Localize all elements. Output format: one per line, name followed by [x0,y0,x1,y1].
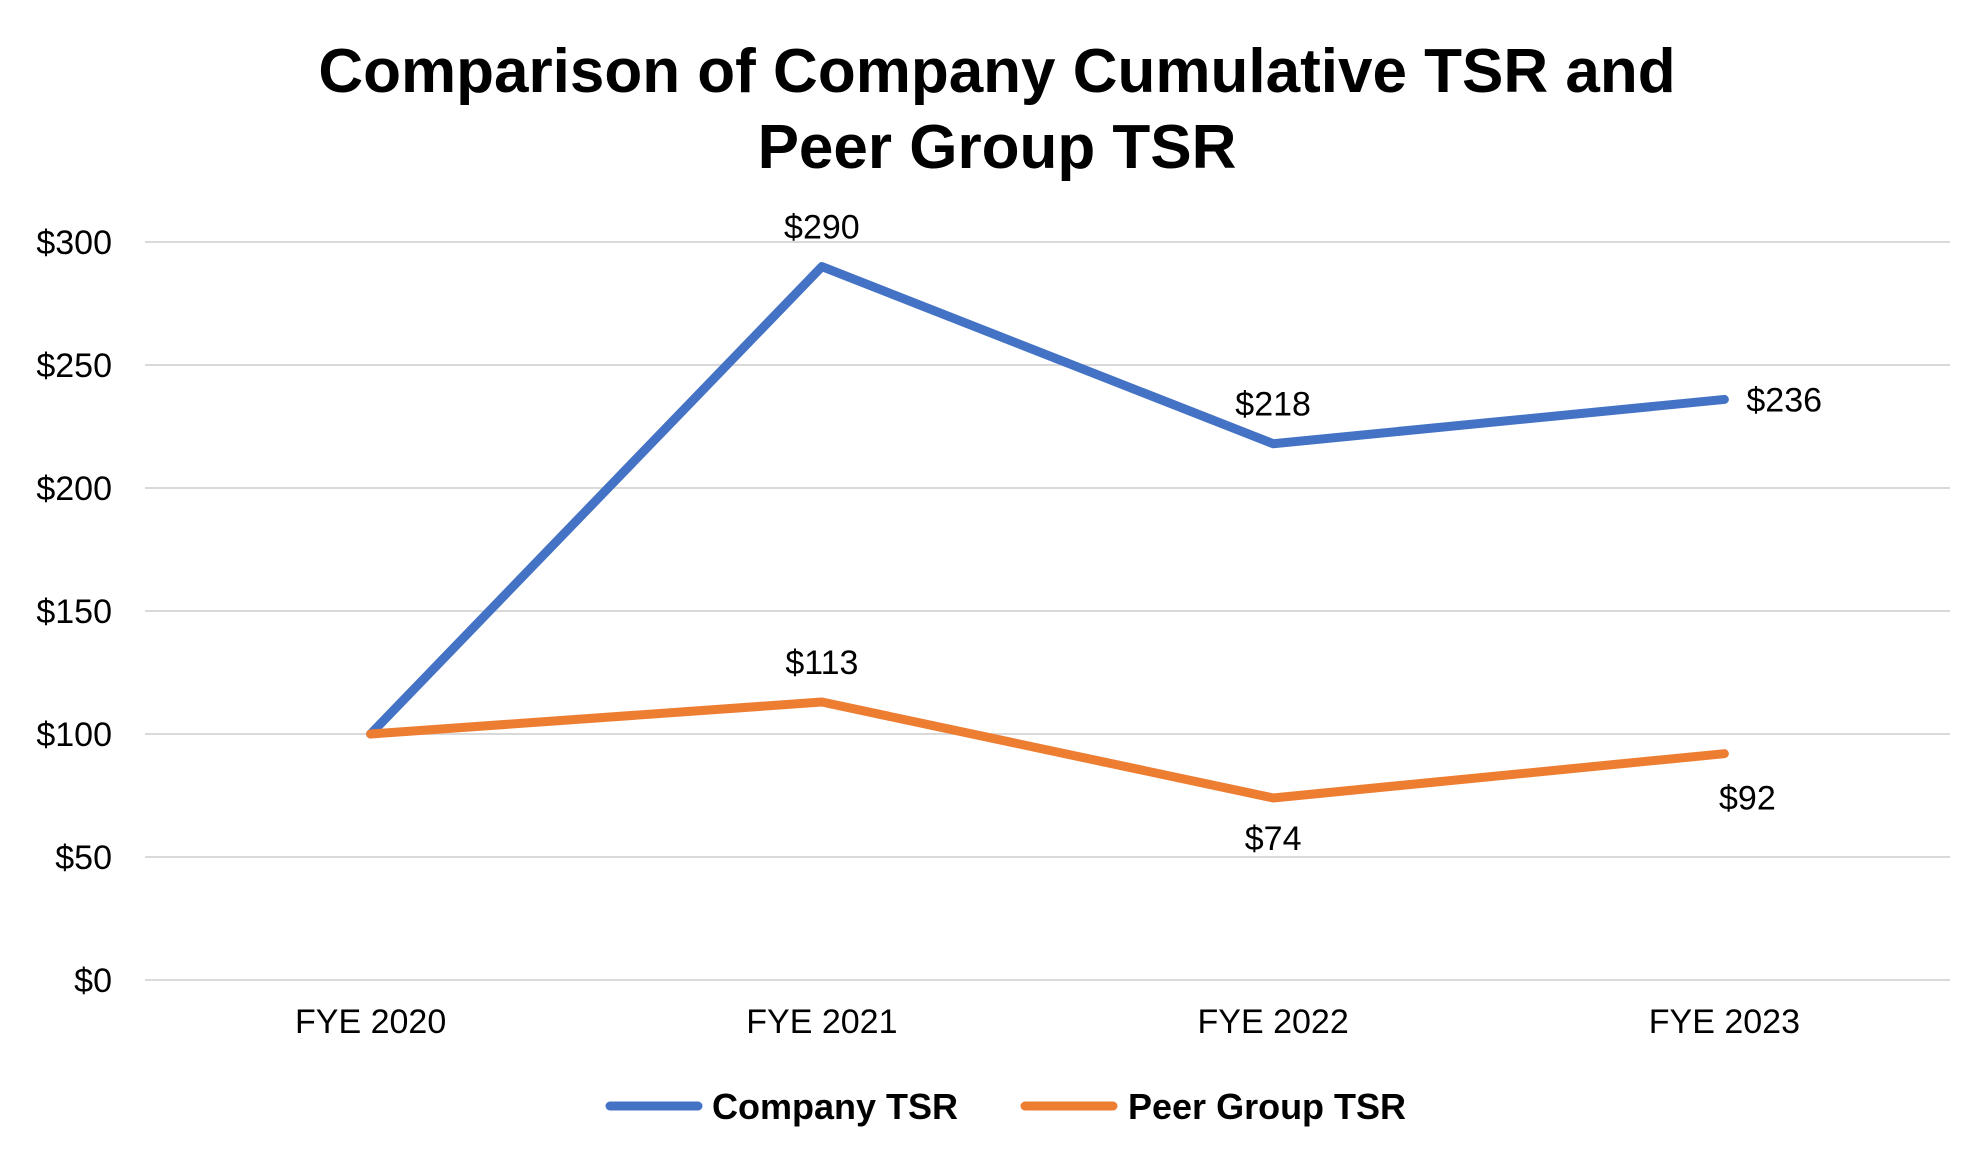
series-line-peer-group-tsr [366,697,1729,803]
x-tick-label: FYE 2020 [295,1003,446,1041]
y-tick-label: $300 [36,224,112,262]
chart-title-line-1: Comparison of Company Cumulative TSR and [318,37,1675,106]
y-tick-label: $0 [74,962,112,1000]
y-tick-label: $250 [36,347,112,385]
series-lines [366,262,1729,803]
legend-label: Peer Group TSR [1128,1086,1406,1127]
legend: Company TSR Peer Group TSR [605,1086,1406,1127]
series-line-company-tsr [366,262,1729,739]
y-tick-label: $150 [36,593,112,631]
x-tick-label: FYE 2023 [1649,1003,1800,1041]
x-tick-label: FYE 2022 [1198,1003,1349,1041]
legend-item-company-tsr: Company TSR [605,1086,958,1127]
y-tick-label: $100 [36,716,112,754]
legend-item-peer-group-tsr: Peer Group TSR [1020,1086,1406,1127]
data-labels: $290 $218 $236 $113 $74 $92 [784,209,1822,858]
data-label: $218 [1235,386,1311,424]
gridlines [145,241,1950,981]
chart-title-line-2: Peer Group TSR [758,113,1237,182]
x-tick-label: FYE 2021 [746,1003,897,1041]
data-label: $113 [785,644,858,682]
x-axis-tick-labels: FYE 2020 FYE 2021 FYE 2022 FYE 2023 [295,1003,1800,1041]
data-label: $92 [1719,780,1776,818]
data-label: $290 [784,209,860,247]
data-label: $74 [1245,820,1302,858]
y-tick-label: $50 [55,839,112,877]
data-label: $236 [1746,381,1822,419]
y-tick-label: $200 [36,470,112,508]
chart-title: Comparison of Company Cumulative TSR and… [318,37,1675,182]
legend-label: Company TSR [712,1086,958,1127]
y-axis-tick-labels: $0 $50 $100 $150 $200 $250 $300 [36,224,112,1000]
